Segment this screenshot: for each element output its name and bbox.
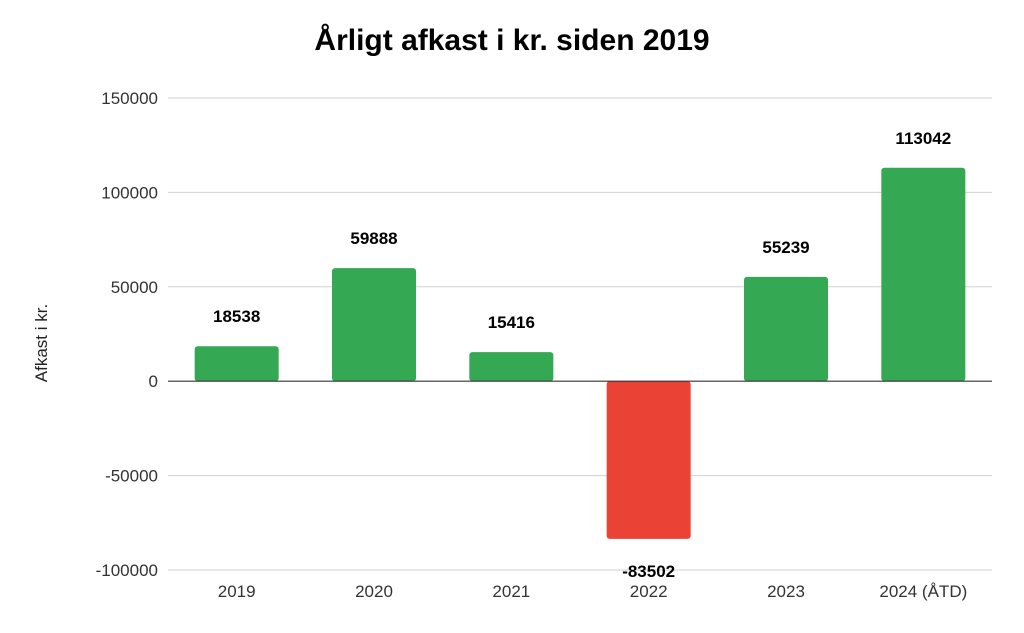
x-tick-label-3: 2022 [630,582,668,601]
x-tick-label-4: 2023 [767,582,805,601]
data-label-1: 59888 [350,229,397,248]
x-tick-label-1: 2020 [355,582,393,601]
x-tick-label-0: 2019 [218,582,256,601]
chart-title: Årligt afkast i kr. siden 2019 [314,24,710,57]
x-tick-label-5: 2024 (ÅTD) [879,582,967,601]
bar-2020 [332,268,416,382]
data-label-0: 18538 [213,307,260,326]
y-tick-label-4: -50000 [105,467,158,486]
data-label-2: 15416 [488,313,535,332]
bar-2019 [194,346,279,382]
data-label-5: 113042 [895,129,951,148]
y-tick-label-1: 100000 [101,183,158,202]
y-tick-label-3: 0 [149,372,158,391]
y-tick-label-2: 50000 [111,278,158,297]
x-tick-label-2: 2021 [492,582,530,601]
bar-2021 [469,352,554,382]
bar-2022 [606,381,691,539]
bar-2024-TD- [881,167,966,382]
data-label-3: -83502 [622,562,675,581]
bar-2023 [744,276,828,382]
data-label-4: 55239 [762,238,809,257]
y-tick-label-5: -100000 [96,561,158,580]
y-tick-label-0: 150000 [101,89,158,108]
